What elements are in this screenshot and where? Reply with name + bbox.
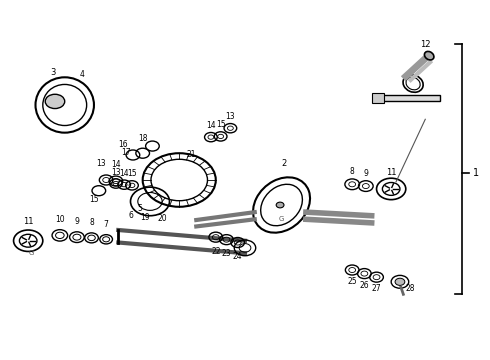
Text: 12: 12 (420, 40, 431, 49)
Circle shape (276, 202, 284, 208)
Circle shape (395, 278, 405, 285)
Text: 20: 20 (157, 214, 167, 223)
Text: 14: 14 (120, 169, 129, 178)
Text: 11: 11 (23, 217, 33, 226)
Text: 9: 9 (364, 169, 368, 178)
Text: 15: 15 (89, 195, 99, 204)
Text: 13: 13 (225, 112, 235, 121)
Text: 26: 26 (360, 280, 369, 289)
Text: 7: 7 (104, 220, 109, 229)
Circle shape (45, 94, 65, 109)
Text: G: G (29, 250, 34, 256)
Text: 21: 21 (187, 150, 196, 159)
Text: 28: 28 (406, 284, 416, 293)
Bar (381, 95, 440, 102)
Text: 5: 5 (138, 204, 143, 213)
Text: 6: 6 (128, 211, 133, 220)
Text: G: G (279, 216, 284, 222)
Text: 3: 3 (50, 68, 55, 77)
Text: 14: 14 (111, 160, 121, 169)
Text: 15: 15 (216, 121, 225, 130)
Text: 24: 24 (233, 252, 243, 261)
Text: 22: 22 (211, 247, 220, 256)
Text: 25: 25 (347, 277, 357, 286)
Text: 27: 27 (372, 284, 381, 293)
Text: 8: 8 (89, 219, 94, 228)
Text: 17: 17 (121, 148, 130, 157)
Text: 2: 2 (281, 159, 287, 168)
Text: 19: 19 (140, 213, 150, 222)
Ellipse shape (424, 51, 434, 60)
Text: 11: 11 (386, 168, 396, 177)
Text: 15: 15 (127, 170, 137, 179)
Text: 9: 9 (74, 217, 79, 226)
Text: 14: 14 (206, 121, 216, 130)
Text: 16: 16 (119, 140, 128, 149)
Text: 23: 23 (221, 249, 231, 258)
Text: 1: 1 (473, 168, 480, 178)
Text: 10: 10 (55, 215, 65, 224)
Text: 4: 4 (79, 70, 84, 79)
Bar (372, 93, 384, 103)
Text: 8: 8 (350, 167, 355, 176)
Text: 18: 18 (138, 134, 147, 143)
Text: 13: 13 (97, 159, 106, 168)
Text: 13: 13 (111, 168, 121, 177)
